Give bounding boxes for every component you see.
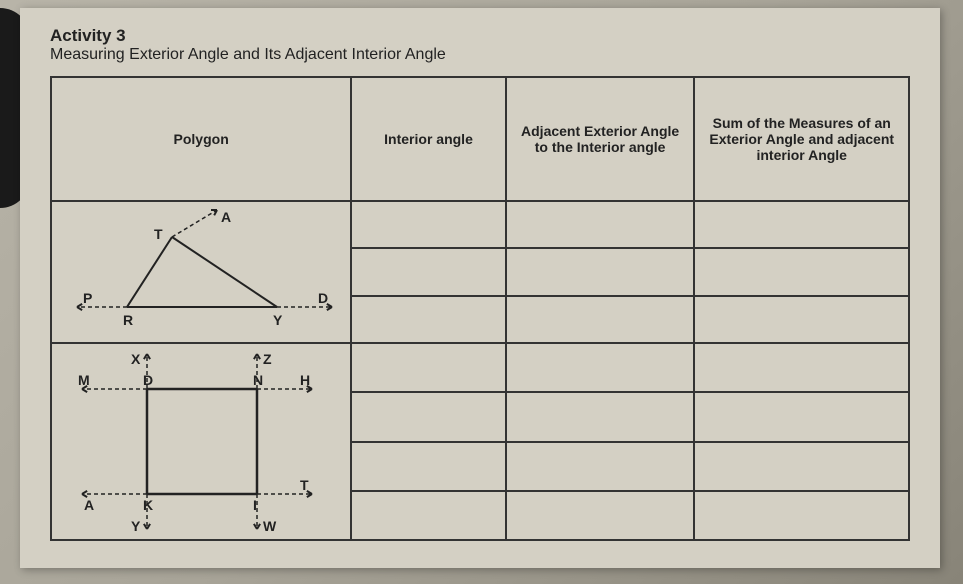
blank-cell xyxy=(506,392,695,441)
svg-text:K: K xyxy=(143,497,153,513)
th-polygon: Polygon xyxy=(51,77,351,201)
worksheet-table: Polygon Interior angle Adjacent Exterior… xyxy=(50,76,910,541)
blank-cell xyxy=(506,248,695,295)
svg-text:D: D xyxy=(318,290,328,306)
blank-cell xyxy=(694,442,909,491)
blank-cell xyxy=(351,392,505,441)
triangle-diagram: T R Y A P D xyxy=(52,202,352,342)
svg-text:P: P xyxy=(83,290,92,306)
blank-cell xyxy=(506,201,695,248)
th-interior: Interior angle xyxy=(351,77,505,201)
blank-cell xyxy=(694,343,909,392)
svg-text:D: D xyxy=(143,372,153,388)
svg-text:Y: Y xyxy=(131,518,141,534)
svg-text:N: N xyxy=(253,372,263,388)
svg-text:A: A xyxy=(84,497,94,513)
svg-text:M: M xyxy=(78,372,90,388)
blank-cell xyxy=(351,296,505,343)
blank-cell xyxy=(506,442,695,491)
blank-cell xyxy=(506,491,695,540)
blank-cell xyxy=(694,296,909,343)
blank-cell xyxy=(694,491,909,540)
blank-cell xyxy=(694,248,909,295)
square-cell: D N K I X Z M H A T Y W xyxy=(51,343,351,540)
blank-cell xyxy=(506,343,695,392)
svg-text:I: I xyxy=(253,497,257,513)
svg-text:X: X xyxy=(131,351,141,367)
svg-text:A: A xyxy=(221,209,231,225)
svg-text:Z: Z xyxy=(263,351,272,367)
th-sum: Sum of the Measures of an Exterior Angle… xyxy=(694,77,909,201)
blank-cell xyxy=(351,343,505,392)
svg-text:R: R xyxy=(123,312,133,328)
square-diagram: D N K I X Z M H A T Y W xyxy=(52,344,352,539)
blank-cell xyxy=(351,442,505,491)
activity-subtitle: Measuring Exterior Angle and Its Adjacen… xyxy=(50,46,910,64)
blank-cell xyxy=(506,296,695,343)
blank-cell xyxy=(351,248,505,295)
activity-title: Activity 3 xyxy=(50,26,910,46)
svg-text:W: W xyxy=(263,518,277,534)
blank-cell xyxy=(694,392,909,441)
svg-text:H: H xyxy=(300,372,310,388)
th-adjacent: Adjacent Exterior Angle to the Interior … xyxy=(506,77,695,201)
svg-text:T: T xyxy=(154,226,163,242)
blank-cell xyxy=(351,491,505,540)
triangle-cell: T R Y A P D xyxy=(51,201,351,343)
blank-cell xyxy=(351,201,505,248)
svg-text:Y: Y xyxy=(273,312,283,328)
svg-text:T: T xyxy=(300,477,309,493)
blank-cell xyxy=(694,201,909,248)
